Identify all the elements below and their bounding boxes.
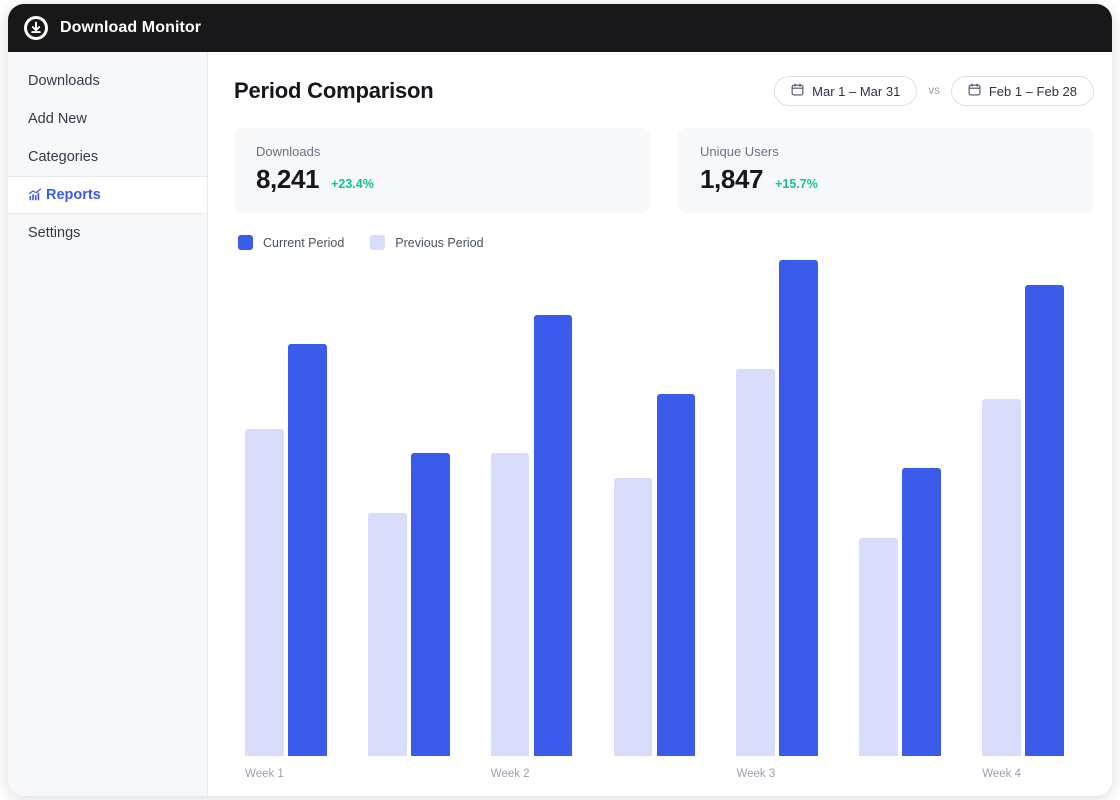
main-content: Period Comparison Mar 1 – Mar 31 <box>208 52 1112 796</box>
vs-label: vs <box>928 85 940 97</box>
x-axis-tick-label: Week 1 <box>245 768 284 780</box>
bar-previous-period[interactable] <box>736 369 776 756</box>
body-split: Downloads Add New Categories <box>8 52 1112 796</box>
bar-previous-period[interactable] <box>490 453 530 756</box>
stat-card-unique-users: Unique Users 1,847 +15.7% <box>678 128 1094 213</box>
sidebar-item-reports[interactable]: Reports <box>8 176 207 214</box>
sidebar-item-settings[interactable]: Settings <box>8 214 207 252</box>
bar-previous-period[interactable] <box>367 512 407 756</box>
sidebar: Downloads Add New Categories <box>8 52 208 796</box>
stat-card-downloads: Downloads 8,241 +23.4% <box>234 128 650 213</box>
legend-item-current-period[interactable]: Current Period <box>238 235 344 250</box>
legend-label: Previous Period <box>395 235 484 250</box>
legend-label: Current Period <box>263 235 345 250</box>
app-window: Download Monitor Downloads Add New Categ… <box>8 4 1112 796</box>
x-axis-tick-label: Week 2 <box>490 768 530 780</box>
stat-value-row: 1,847 +15.7% <box>700 164 1072 195</box>
compare-date-range-button[interactable]: Feb 1 – Feb 28 <box>950 76 1094 106</box>
legend-swatch <box>238 235 253 250</box>
calendar-icon <box>791 83 804 99</box>
stat-value-row: 8,241 +23.4% <box>256 164 628 195</box>
stat-label: Downloads <box>256 144 321 159</box>
sidebar-item-label: Add New <box>28 111 87 127</box>
legend-swatch <box>370 235 386 250</box>
main-header: Period Comparison Mar 1 – Mar 31 <box>234 76 1094 106</box>
stat-value: 8,241 <box>256 164 320 194</box>
bar-previous-period[interactable] <box>613 478 653 756</box>
sidebar-item-label: Settings <box>28 225 81 241</box>
stat-delta-badge: +15.7% <box>775 177 818 191</box>
bar-current-period[interactable] <box>656 393 696 756</box>
chart-x-axis: Week 1 Week 2 Week 3 Week 4 <box>234 768 1094 784</box>
primary-date-range-button[interactable]: Mar 1 – Mar 31 <box>774 76 918 106</box>
sidebar-item-categories[interactable]: Categories <box>8 138 207 176</box>
stat-value: 1,847 <box>700 164 764 194</box>
chart-plot <box>234 260 1094 756</box>
sidebar-item-add-new[interactable]: Add New <box>8 100 207 138</box>
comparison-bar-chart: Week 1 Week 2 Week 3 Week 4 <box>234 260 1094 796</box>
compare-date-range-label: Feb 1 – Feb 28 <box>988 83 1077 99</box>
stat-delta-badge: +23.4% <box>331 177 374 191</box>
chart-trend-icon <box>28 188 42 202</box>
bar-current-period[interactable] <box>410 453 450 756</box>
bar-current-period[interactable] <box>1025 284 1064 756</box>
chart-legend: Current Period Previous Period <box>234 235 1094 250</box>
page-title: Period Comparison <box>234 78 434 103</box>
app-title: Download Monitor <box>60 19 202 36</box>
date-controls: Mar 1 – Mar 31 vs Feb 1 – Feb <box>774 76 1094 106</box>
bar-current-period[interactable] <box>288 344 327 756</box>
bar-current-period[interactable] <box>902 468 942 756</box>
stat-label: Unique Users <box>700 144 779 159</box>
stats-row: Downloads 8,241 +23.4% Unique Users 1,84… <box>234 128 1094 213</box>
sidebar-item-label: Downloads <box>28 73 100 89</box>
bar-current-period[interactable] <box>779 260 819 756</box>
bar-previous-period[interactable] <box>859 537 899 756</box>
titlebar: Download Monitor <box>8 4 1112 52</box>
bar-previous-period[interactable] <box>245 428 284 756</box>
x-axis-tick-label: Week 3 <box>736 768 776 780</box>
download-circle-icon <box>24 16 48 40</box>
x-axis-tick-label: Week 4 <box>982 768 1021 780</box>
bar-current-period[interactable] <box>533 314 573 756</box>
sidebar-item-downloads[interactable]: Downloads <box>8 62 207 100</box>
primary-date-range-label: Mar 1 – Mar 31 <box>812 83 901 99</box>
calendar-icon <box>968 83 981 99</box>
legend-item-previous-period[interactable]: Previous Period <box>370 235 484 250</box>
bar-previous-period[interactable] <box>982 398 1021 756</box>
sidebar-item-label: Reports <box>46 187 101 203</box>
sidebar-item-label: Categories <box>28 149 99 165</box>
